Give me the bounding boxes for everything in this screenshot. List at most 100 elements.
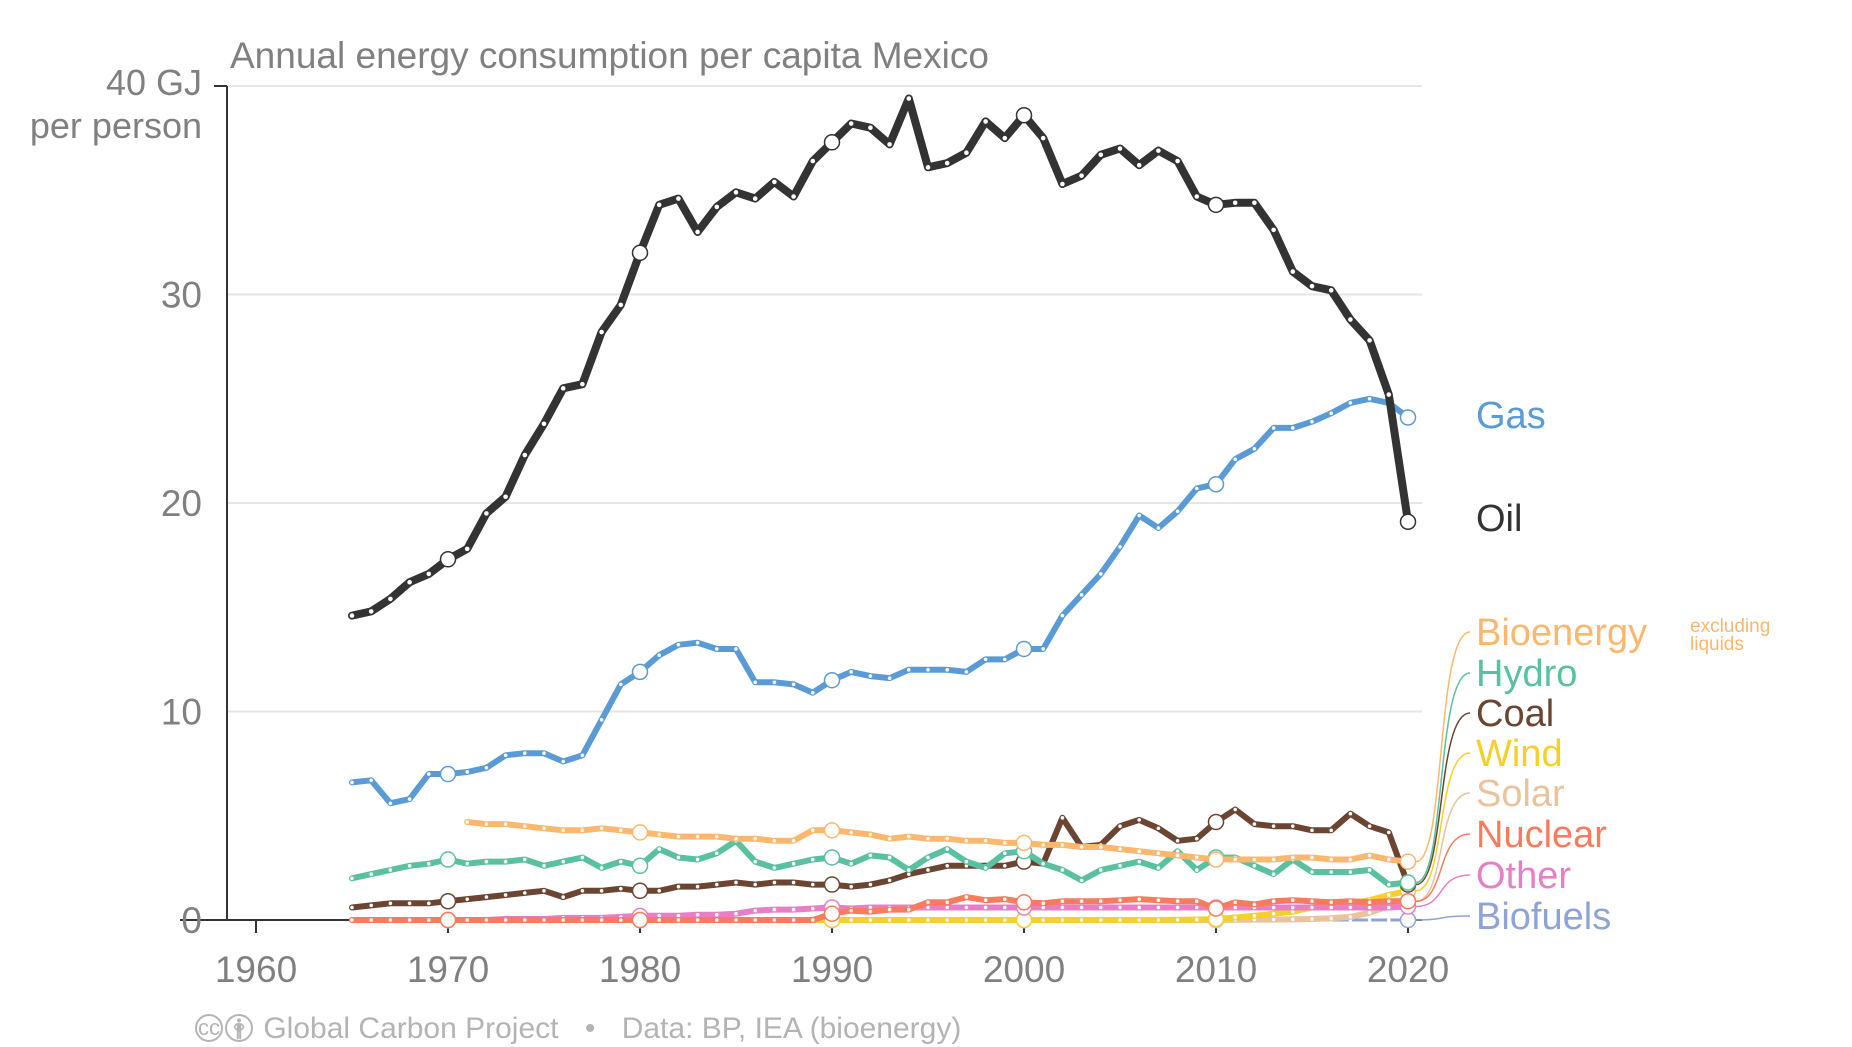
data-point-coal (1137, 818, 1141, 822)
data-point-other (1329, 905, 1333, 910)
data-point-gas (388, 801, 393, 806)
data-point-other (1118, 905, 1122, 910)
marker-biofuels (1399, 911, 1417, 929)
data-point-wind (1271, 911, 1276, 916)
data-point-bioenergy (1271, 857, 1276, 862)
data-point-nuclear (849, 908, 853, 913)
data-point-bioenergy (1348, 857, 1353, 862)
data-point-gas (1099, 572, 1103, 576)
data-point-other (926, 905, 930, 910)
series-nuclear (349, 892, 1417, 929)
data-point-gas (1233, 457, 1237, 462)
data-point-other (1041, 905, 1045, 910)
data-point-oil (925, 165, 931, 170)
data-point-other (1387, 905, 1391, 910)
data-point-oil (349, 613, 355, 618)
data-point-other (1156, 905, 1161, 910)
data-point-bioenergy (580, 828, 585, 833)
data-point-coal (734, 880, 738, 885)
data-point-other (1003, 905, 1007, 910)
data-point-gas (350, 780, 354, 785)
data-point-bioenergy (753, 836, 757, 841)
data-point-gas (427, 772, 431, 776)
x-tick-label: 2010 (1175, 949, 1257, 990)
data-point-oil (1348, 317, 1353, 322)
data-point-hydro (1003, 851, 1007, 856)
data-point-biofuels (1367, 918, 1372, 922)
data-point-solar (1310, 917, 1314, 921)
data-point-oil (1136, 162, 1142, 168)
data-point-oil (752, 196, 758, 201)
data-point-nuclear (811, 918, 815, 922)
data-point-gas (407, 797, 412, 801)
label-connector-other (1415, 874, 1471, 908)
cc-icon: cc (195, 1014, 223, 1042)
data-point-coal (1195, 836, 1199, 841)
data-point-gas (1156, 526, 1161, 530)
data-point-hydro (1252, 863, 1257, 868)
marker-gas (1015, 640, 1033, 658)
data-point-wind (1233, 915, 1237, 920)
data-point-bioenergy (811, 828, 815, 833)
data-point-oil (1002, 135, 1008, 141)
label-connector-bioenergy (1415, 631, 1471, 863)
data-point-gas (945, 668, 949, 672)
data-point-gas (523, 751, 527, 755)
data-point-other (1310, 905, 1314, 910)
gridlines (227, 85, 1422, 713)
data-point-oil (1328, 288, 1334, 293)
data-point-other (945, 905, 949, 910)
data-point-bioenergy (1329, 857, 1333, 862)
data-point-bioenergy (676, 834, 681, 839)
data-point-bioenergy (465, 820, 470, 824)
data-point-nuclear (1099, 899, 1103, 904)
data-point-oil (1079, 173, 1084, 178)
marker-nuclear (823, 905, 841, 922)
data-point-wind (1099, 918, 1103, 922)
data-point-gas (1291, 426, 1295, 430)
data-point-coal (1291, 824, 1295, 828)
data-point-hydro (926, 855, 930, 860)
data-point-nuclear (983, 898, 988, 902)
series-label-coal: Coal (1476, 693, 1554, 735)
data-point-gas (695, 640, 700, 645)
y-tick-label: 10 (161, 692, 202, 733)
data-point-oil (1290, 269, 1296, 274)
data-point-hydro (1156, 866, 1161, 870)
data-point-hydro (1137, 859, 1141, 864)
data-point-other (715, 912, 719, 917)
marker-gas (631, 663, 649, 681)
series-line-bioenergy (464, 819, 1411, 865)
data-point-gas (1329, 411, 1333, 416)
data-point-oil (714, 204, 720, 210)
data-point-nuclear (772, 918, 777, 922)
marker-oil (631, 244, 649, 262)
data-point-gas (926, 668, 930, 672)
data-point-coal (1060, 816, 1065, 820)
label-connector-biofuels (1415, 915, 1471, 921)
data-point-other (734, 911, 738, 916)
data-point-other (753, 908, 757, 913)
data-point-coal (887, 878, 892, 883)
data-point-bioenergy (523, 824, 527, 828)
data-point-nuclear (523, 918, 527, 922)
data-point-hydro (369, 872, 374, 876)
series-label-nuclear: Nuclear (1476, 814, 1607, 856)
data-point-bioenergy (887, 836, 892, 841)
data-point-hydro (983, 866, 988, 870)
marker-hydro (823, 849, 841, 866)
data-point-bioenergy (964, 838, 969, 843)
data-point-other (1348, 905, 1353, 910)
data-point-coal (1367, 824, 1372, 828)
data-point-gas (561, 759, 565, 764)
data-point-hydro (849, 861, 853, 866)
data-point-gas (1003, 657, 1007, 662)
data-point-nuclear (1118, 898, 1122, 902)
data-point-bioenergy (734, 836, 738, 841)
data-point-oil (541, 421, 547, 427)
data-point-oil (791, 194, 796, 199)
data-point-other (676, 914, 681, 918)
x-tick-label: 1970 (407, 949, 489, 990)
footer-separator-dot: • (584, 1012, 596, 1045)
